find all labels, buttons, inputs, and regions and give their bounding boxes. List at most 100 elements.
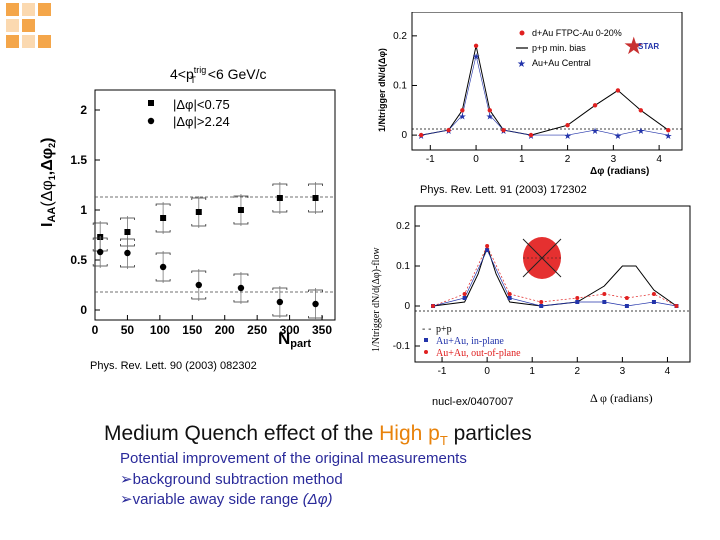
y-tick-label: 1.5 [70,153,87,167]
data-point-circle [624,296,629,300]
decor-square [6,19,19,32]
data-point-dau [418,132,424,138]
data-point-dau [446,127,451,133]
legend-entry: Au+Au, in-plane [436,336,504,347]
legend-entry: Au+Au Central [532,58,591,68]
data-point-circle [539,300,544,304]
decor-square [22,3,35,16]
slide-subtitle: Potential improvement of the original me… [120,450,467,467]
x-tick-label: 4 [656,154,662,165]
y-ticks: -0.1 0 0.1 0.2 [393,221,420,352]
data-point-square [651,300,656,304]
y-tick-label: 1 [80,203,87,217]
decor-square [22,35,35,48]
decor-square [6,35,19,48]
title-subscript: T [439,433,448,449]
data-point-square [276,195,283,201]
data-point-dau [666,127,671,133]
data-point-square [507,296,512,300]
data-point-square [624,304,629,308]
x-tick-label: 3 [611,154,617,165]
y-axis-label: 1/Ntrigger dN/d(Δφ) [377,48,387,132]
x-axis-label: Δφ (radians) [590,166,649,177]
data-point-square [237,207,244,213]
data-point-circle [124,249,131,257]
y-axis-label: IAA(Δφ1,Δφ2) [39,138,58,227]
title-prefix: Medium Quench effect of the [104,422,380,445]
legend-marker-inplane [424,338,428,342]
x-ticks: 0 50 100 150 200 250 300 350 [92,315,332,337]
iaa-chart: 4<ptrig T <6 GeV/c IAA(Δφ1,Δφ2) Npart |Δφ|… [39,65,336,350]
y-tick-label: 0 [404,301,410,312]
legend: |Δφ|<0.75 |Δφ|>2.24 [147,97,230,129]
data-point-square [462,296,467,300]
x-tick-label: 350 [312,323,332,337]
data-point-circle [159,263,167,271]
data-point-star: ★ [458,111,466,121]
data-point-star: ★ [564,131,572,141]
data-point-circle [462,292,467,296]
data-point-star: ★ [472,52,480,62]
y-tick-label: 2 [80,103,87,117]
star-logo-icon: ★ [623,33,645,60]
star-badge: ★ STAR [623,33,659,60]
data-point-square [195,209,202,215]
series-line [432,245,677,307]
caption-fig1: Phys. Rev. Lett. 91 (2003) 172302 [420,184,587,196]
data-point-circle [431,304,436,308]
x-axis-label: Δ φ (radians) [590,391,653,405]
data-point-circle [276,298,284,306]
y-ticks: 0 0.1 0.2 [393,31,417,141]
title-highlight: High p [379,422,440,445]
data-point-star: ★ [664,131,672,141]
chart-title: 4<ptrig T <6 GeV/c [170,65,267,85]
markers [92,182,323,320]
legend-square-marker [148,100,154,106]
bullet-item: ➢variable away side range (Δφ) [120,490,343,510]
arrow-bullet-icon: ➢ [120,491,133,508]
y-ticks: 0 0.5 1 1.5 2 [70,103,100,317]
x-tick-label: 2 [575,366,581,377]
data-point-dau [460,108,465,113]
y-tick-label: 0 [401,130,407,141]
legend-entry: Au+Au, out-of-plane [436,348,521,359]
data-point-circle [507,292,512,296]
x-tick-label: -1 [438,366,447,377]
x-tick-label: 0 [92,323,99,337]
data-point-star: ★ [637,126,645,136]
data-point-dau [565,122,570,128]
x-tick-label: 50 [121,323,135,337]
legend-entry: p+p min. bias [532,43,586,53]
x-tick-label: 250 [247,323,267,337]
data-point-circle [195,281,202,289]
legend-marker-dau [519,30,525,36]
bullet-text: background subtraction method [132,471,343,488]
data-point-circle [674,304,679,308]
series-lines [431,244,679,308]
y-tick-label: 0.5 [70,253,87,267]
x-tick-label: 200 [215,323,235,337]
bullet-extra: (Δφ) [302,491,333,508]
legend-marker-outplane [424,350,428,354]
data-point-circle [602,292,607,296]
plot-frame [414,205,691,363]
legend: d+Au FTPC-Au 0-20% p+p min. bias ★ Au+Au… [516,28,622,70]
x-tick-label: 1 [529,366,535,377]
data-point-dau [615,88,621,93]
data-point-dau [473,43,479,48]
bullet-item: ➢background subtraction method [120,470,343,490]
x-tick-label: 0 [473,154,479,165]
x-tick-label: -1 [426,154,435,165]
series-line [421,55,669,136]
data-point-square [485,248,490,252]
legend-entry: |Δφ|>2.24 [173,114,230,129]
y-axis-label: 1/Ntrigger dN/d(Δφ)-flow [371,247,382,352]
data-point-circle [485,244,490,248]
data-point-square [124,229,131,235]
series-line [432,249,677,307]
x-tick-label: 150 [182,323,202,337]
x-tick-label: 3 [620,366,626,377]
legend-circle-marker [147,117,155,125]
decor-square [22,19,35,32]
data-point-circle [312,300,319,308]
